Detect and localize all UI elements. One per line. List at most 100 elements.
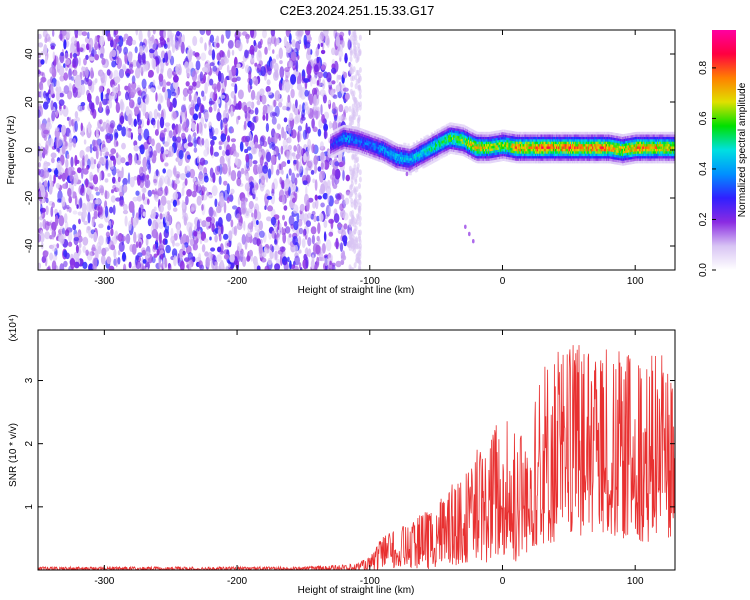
noise-cell — [285, 226, 291, 234]
noise-cell — [80, 122, 84, 132]
noise-cell — [282, 105, 287, 111]
noise-cell — [254, 62, 258, 67]
noise-cell — [44, 180, 48, 187]
noise-cell — [214, 261, 218, 266]
noise-cell — [293, 244, 299, 253]
noise-cell — [295, 60, 299, 72]
noise-cell — [264, 46, 268, 55]
noise-cell — [157, 93, 163, 104]
noise-cell — [194, 94, 198, 100]
noise-cell — [192, 51, 196, 56]
noise-cell — [106, 108, 110, 115]
noise-cell — [294, 116, 299, 125]
noise-cell — [256, 91, 261, 101]
noise-cell — [163, 150, 169, 155]
noise-cell — [51, 157, 55, 164]
noise-cell — [96, 133, 100, 139]
noise-cell — [304, 193, 309, 206]
noise-cell — [151, 119, 156, 126]
noise-cell — [296, 158, 299, 171]
noise-cell — [280, 145, 284, 155]
noise-cell — [331, 176, 335, 187]
noise-cell — [216, 98, 221, 105]
noise-cell — [87, 79, 93, 87]
noise-cell — [176, 136, 182, 143]
noise-cell — [355, 237, 359, 244]
noise-cell — [215, 165, 220, 176]
noise-cell — [210, 144, 214, 156]
noise-cell — [55, 80, 60, 89]
noise-cell — [245, 173, 250, 179]
noise-cell — [182, 250, 186, 256]
noise-cell — [339, 242, 344, 253]
noise-cell — [68, 195, 72, 204]
noise-cell — [174, 39, 179, 52]
noise-cell — [155, 169, 159, 177]
noise-cell — [147, 30, 151, 39]
noise-cell — [159, 244, 165, 249]
noise-cell — [307, 47, 311, 56]
noise-cell — [287, 94, 291, 104]
noise-cell — [258, 220, 263, 231]
noise-cell — [265, 112, 269, 122]
noise-cell — [181, 104, 186, 113]
noise-cell — [121, 166, 124, 178]
noise-cell — [237, 115, 241, 121]
noise-cell — [237, 170, 242, 180]
noise-cell — [275, 169, 280, 176]
noise-cell — [172, 111, 179, 119]
noise-cell — [44, 170, 50, 179]
noise-cell — [317, 166, 322, 172]
noise-cell — [106, 88, 111, 95]
noise-cell — [110, 39, 114, 48]
noise-cell — [174, 179, 181, 184]
noise-cell — [185, 195, 189, 206]
noise-cell — [297, 130, 300, 143]
noise-cell — [164, 175, 170, 185]
noise-cell — [50, 100, 54, 111]
noise-cell — [143, 171, 147, 183]
noise-cell — [63, 72, 69, 81]
noise-cell — [334, 161, 340, 167]
noise-cell — [76, 204, 79, 209]
noise-cell — [110, 228, 114, 237]
noise-cell — [276, 233, 280, 238]
noise-cell — [311, 118, 315, 129]
noise-cell — [260, 38, 263, 46]
noise-cell — [320, 183, 326, 195]
noise-cell — [83, 139, 87, 145]
noise-cell — [349, 56, 353, 62]
noise-cell — [123, 263, 127, 270]
noise-cell — [80, 84, 86, 96]
noise-cell — [160, 68, 164, 75]
noise-cell — [151, 189, 155, 195]
noise-cell — [157, 187, 164, 197]
noise-cell — [295, 31, 298, 37]
noise-cell — [356, 162, 360, 169]
signal-cell — [404, 142, 407, 146]
noise-cell — [90, 67, 94, 79]
noise-cell — [152, 58, 156, 70]
noise-cell — [229, 254, 235, 263]
noise-cell — [88, 182, 94, 187]
noise-cell — [272, 151, 277, 155]
noise-cell — [254, 78, 259, 86]
noise-cell — [233, 225, 238, 236]
noise-cell — [274, 69, 279, 78]
noise-cell — [162, 168, 166, 174]
noise-cell — [111, 91, 118, 100]
noise-cell — [286, 150, 290, 160]
noise-cell — [43, 44, 48, 55]
noise-cell — [155, 244, 159, 250]
noise-cell — [130, 132, 133, 140]
noise-cell — [317, 222, 321, 235]
noise-cell — [99, 35, 105, 47]
noise-cell — [276, 123, 281, 130]
noise-cell — [291, 172, 296, 184]
noise-cell — [184, 61, 189, 70]
noise-cell — [269, 111, 276, 118]
noise-cell — [288, 186, 291, 197]
noise-cell — [61, 144, 66, 155]
noise-cell — [206, 146, 210, 155]
noise-cell — [331, 47, 336, 56]
